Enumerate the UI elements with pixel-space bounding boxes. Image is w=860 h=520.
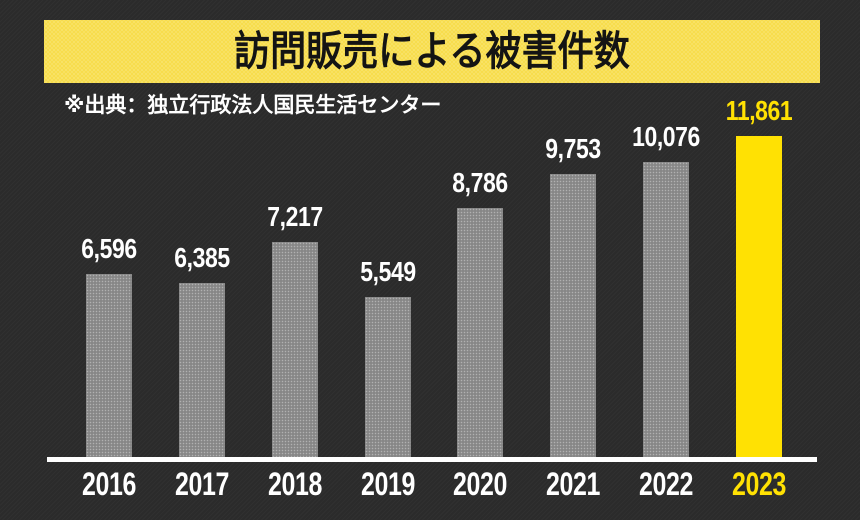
bar-2017 bbox=[179, 283, 225, 457]
x-axis-tick-text: 2018 bbox=[268, 466, 322, 502]
x-axis-tick-2021: 2021 bbox=[538, 468, 607, 500]
bar-value-label-2017: 6,385 bbox=[168, 244, 236, 272]
bar-2018 bbox=[272, 242, 318, 457]
bar-value-label-2016: 6,596 bbox=[75, 235, 143, 263]
x-axis-tick-text: 2021 bbox=[546, 466, 600, 502]
bar-value-text: 8,786 bbox=[452, 167, 508, 198]
title-banner: 訪問販売による被害件数 bbox=[44, 20, 820, 83]
bar-value-text: 7,217 bbox=[267, 201, 323, 232]
bar-value-label-2018: 7,217 bbox=[261, 203, 329, 231]
bar-value-text: 6,385 bbox=[174, 242, 230, 273]
x-axis-tick-text: 2020 bbox=[453, 466, 507, 502]
bar-2021 bbox=[550, 174, 596, 457]
x-axis-tick-text: 2023 bbox=[732, 466, 786, 502]
bar-value-label-2022: 10,076 bbox=[625, 123, 708, 151]
x-axis-tick-2022: 2022 bbox=[631, 468, 700, 500]
x-axis-tick-2017: 2017 bbox=[167, 468, 236, 500]
bar-2023 bbox=[736, 136, 782, 457]
chart-title: 訪問販売による被害件数 bbox=[234, 28, 630, 74]
x-axis-tick-2019: 2019 bbox=[353, 468, 422, 500]
bar-2016 bbox=[86, 274, 132, 457]
x-axis-tick-text: 2019 bbox=[361, 466, 415, 502]
bar-value-label-2021: 9,753 bbox=[539, 135, 607, 163]
bar-2022 bbox=[643, 162, 689, 457]
source-note: ※出典：独立行政法人国民生活センター bbox=[64, 94, 442, 117]
bar-value-text: 5,549 bbox=[360, 256, 416, 287]
bar-value-label-2020: 8,786 bbox=[446, 169, 514, 197]
bar-value-text: 6,596 bbox=[81, 233, 137, 264]
x-axis-tick-2016: 2016 bbox=[74, 468, 143, 500]
bar-2019 bbox=[365, 297, 411, 457]
bar-value-label-2023: 11,861 bbox=[718, 97, 799, 125]
bar-value-text: 11,861 bbox=[725, 95, 793, 126]
x-axis-tick-text: 2016 bbox=[82, 466, 136, 502]
bar-2020 bbox=[457, 208, 503, 457]
x-axis-tick-2020: 2020 bbox=[445, 468, 514, 500]
bar-value-text: 10,076 bbox=[632, 121, 700, 152]
x-axis-tick-2018: 2018 bbox=[260, 468, 329, 500]
bar-value-label-2019: 5,549 bbox=[354, 258, 422, 286]
x-axis-line bbox=[47, 457, 817, 462]
x-axis-tick-2023: 2023 bbox=[724, 468, 793, 500]
x-axis-tick-text: 2017 bbox=[175, 466, 229, 502]
x-axis-tick-text: 2022 bbox=[639, 466, 693, 502]
bar-value-text: 9,753 bbox=[545, 133, 601, 164]
